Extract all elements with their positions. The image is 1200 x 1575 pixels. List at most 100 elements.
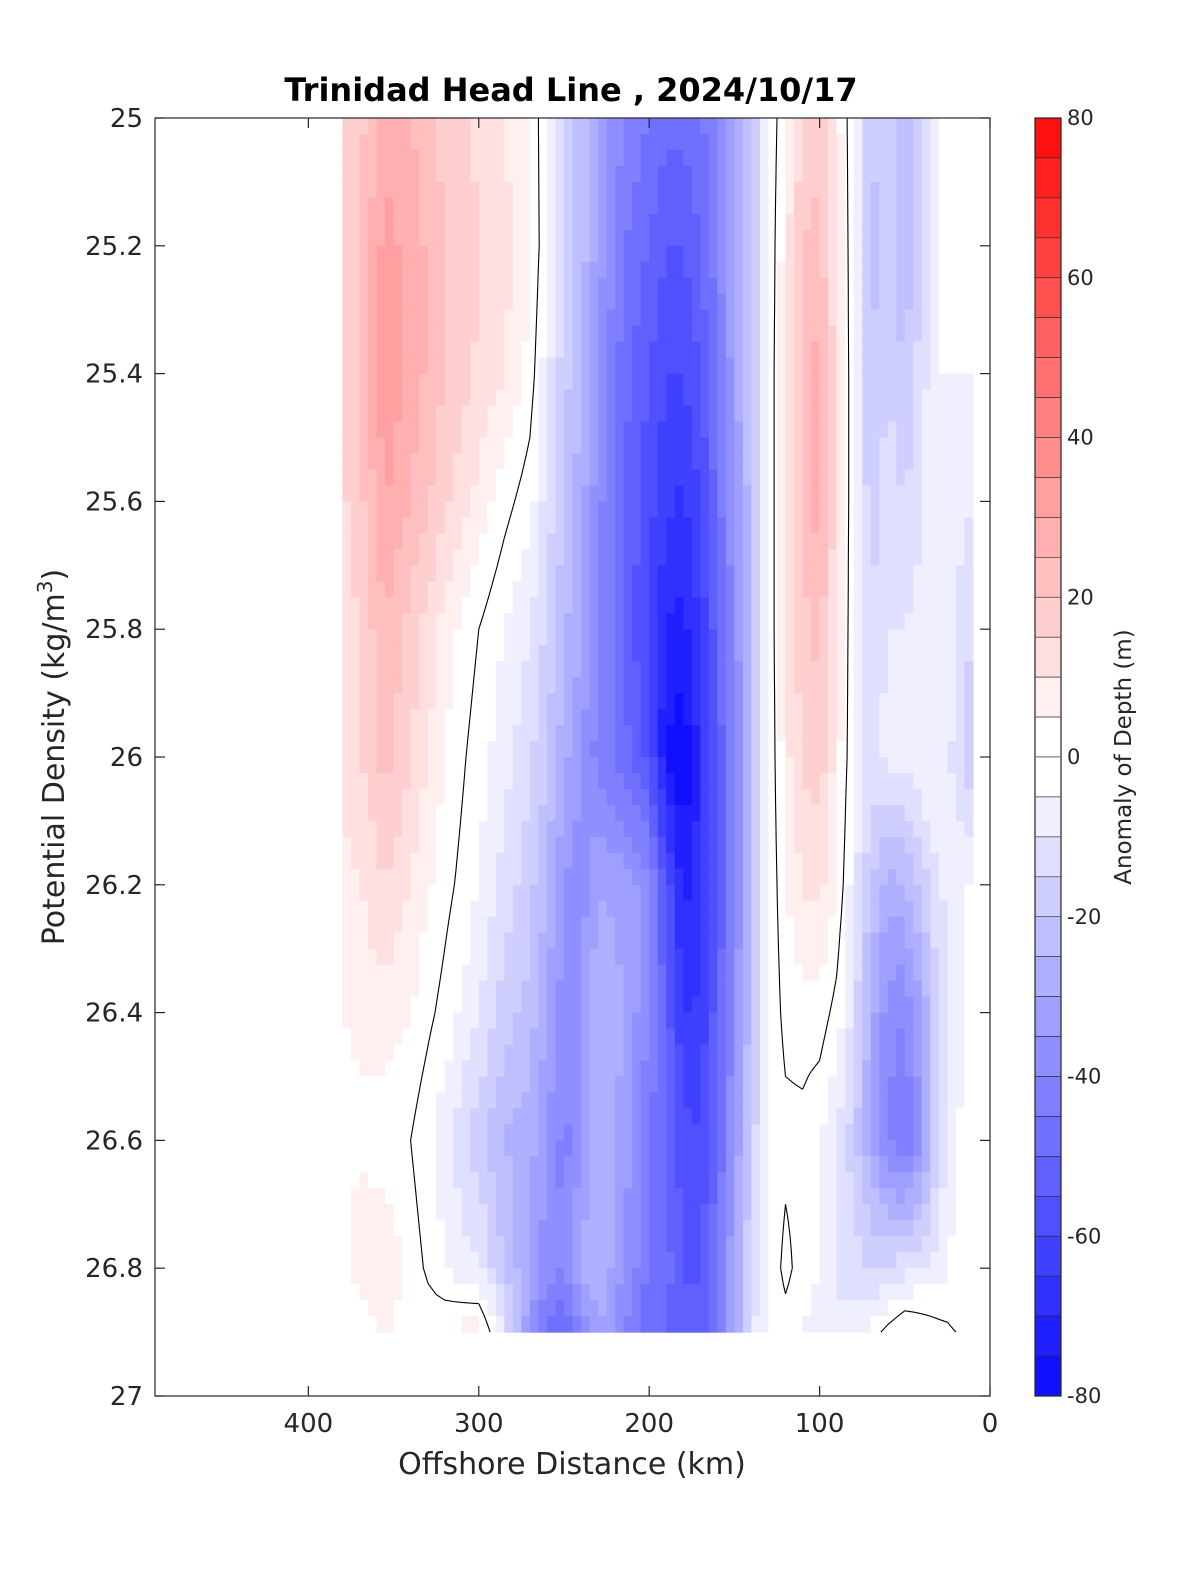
heatmap-cell [759,277,770,295]
heatmap-cell [419,341,429,359]
heatmap-cell [794,629,804,646]
heatmap-cell [964,149,974,167]
heatmap-cell [572,1012,582,1030]
heatmap-cell [879,661,889,678]
heatmap-cell [657,645,667,662]
heatmap-cell [938,293,948,311]
heatmap-cell [955,1060,966,1078]
heatmap-cell [538,1172,548,1189]
heatmap-cell [896,181,906,199]
heatmap-cell [615,485,625,502]
heatmap-cell [666,213,676,231]
heatmap-cell [870,501,880,518]
heatmap-cell [427,261,437,279]
heatmap-cell [904,932,914,950]
heatmap-cell [589,980,599,998]
heatmap-cell [921,309,931,327]
heatmap-cell [964,693,974,710]
heatmap-cell [461,469,471,487]
heatmap-cell [674,581,684,598]
heatmap-cell [819,1172,829,1189]
heatmap-cell [359,613,369,630]
heatmap-cell [794,884,804,902]
heatmap-cell [828,900,838,918]
heatmap-cell [623,421,633,439]
heatmap-cell [879,1092,889,1110]
heatmap-cell [555,741,565,758]
heatmap-cell [649,772,659,790]
heatmap-cell [734,772,744,790]
heatmap-cell [478,533,488,550]
heatmap-cell [811,245,821,263]
heatmap-cell [879,996,889,1014]
heatmap-cell [419,964,429,982]
heatmap-cell [436,549,446,566]
heatmap-cell [904,788,914,806]
heatmap-cell [368,1012,378,1030]
heatmap-cell [342,741,352,758]
heatmap-cell [538,165,548,183]
heatmap-cell [938,565,948,582]
heatmap-cell [623,181,633,199]
heatmap-cell [666,613,676,630]
heatmap-cell [717,836,727,854]
heatmap-cell [666,900,676,918]
heatmap-cell [512,341,522,359]
heatmap-cell [828,213,838,231]
heatmap-cell [368,725,378,742]
heatmap-cell [674,118,684,135]
heatmap-cell [453,884,463,902]
heatmap-cell [904,229,914,247]
heatmap-cell [811,1156,821,1173]
heatmap-cell [453,1124,463,1141]
heatmap-cell [410,229,420,247]
heatmap-cell [538,469,548,487]
heatmap-cell [921,325,931,343]
heatmap-cell [776,213,787,231]
heatmap-cell [802,501,812,518]
heatmap-cell [734,469,744,487]
heatmap-cell [708,788,718,806]
heatmap-cell [453,820,463,838]
heatmap-cell [657,293,667,311]
heatmap-cell [427,245,437,263]
heatmap-cell [802,677,812,694]
heatmap-cell [845,213,855,231]
heatmap-cell [742,581,753,598]
heatmap-cell [947,597,957,614]
heatmap-cell [717,357,727,375]
heatmap-cell [521,421,531,439]
heatmap-cell [691,772,701,790]
heatmap-cell [623,900,633,918]
heatmap-cell [657,421,667,439]
heatmap-cell [717,916,727,934]
heatmap-cell [657,788,667,806]
heatmap-cell [828,980,838,998]
heatmap-cell [538,836,548,854]
heatmap-cell [478,437,488,455]
heatmap-cell [828,565,838,582]
heatmap-cell [478,1124,488,1141]
heatmap-cell [836,725,846,742]
heatmap-cell [700,565,710,582]
heatmap-cell [487,309,497,327]
heatmap-cell [436,165,446,183]
heatmap-cell [734,1044,744,1062]
heatmap-cell [691,453,701,471]
heatmap-cell [921,1172,931,1189]
heatmap-cell [666,725,676,742]
heatmap-cell [368,165,378,183]
heatmap-cell [572,741,582,758]
heatmap-cell [453,565,463,582]
heatmap-cell [436,1156,446,1173]
heatmap-cell [436,1108,446,1126]
heatmap-cell [538,661,548,678]
heatmap-cell [350,261,361,279]
heatmap-cell [879,405,889,423]
heatmap-cell [598,1028,608,1046]
heatmap-cell [581,693,591,710]
heatmap-cell [504,1156,514,1173]
heatmap-cell [768,1172,778,1189]
heatmap-cell [546,293,557,311]
heatmap-cell [385,916,395,934]
